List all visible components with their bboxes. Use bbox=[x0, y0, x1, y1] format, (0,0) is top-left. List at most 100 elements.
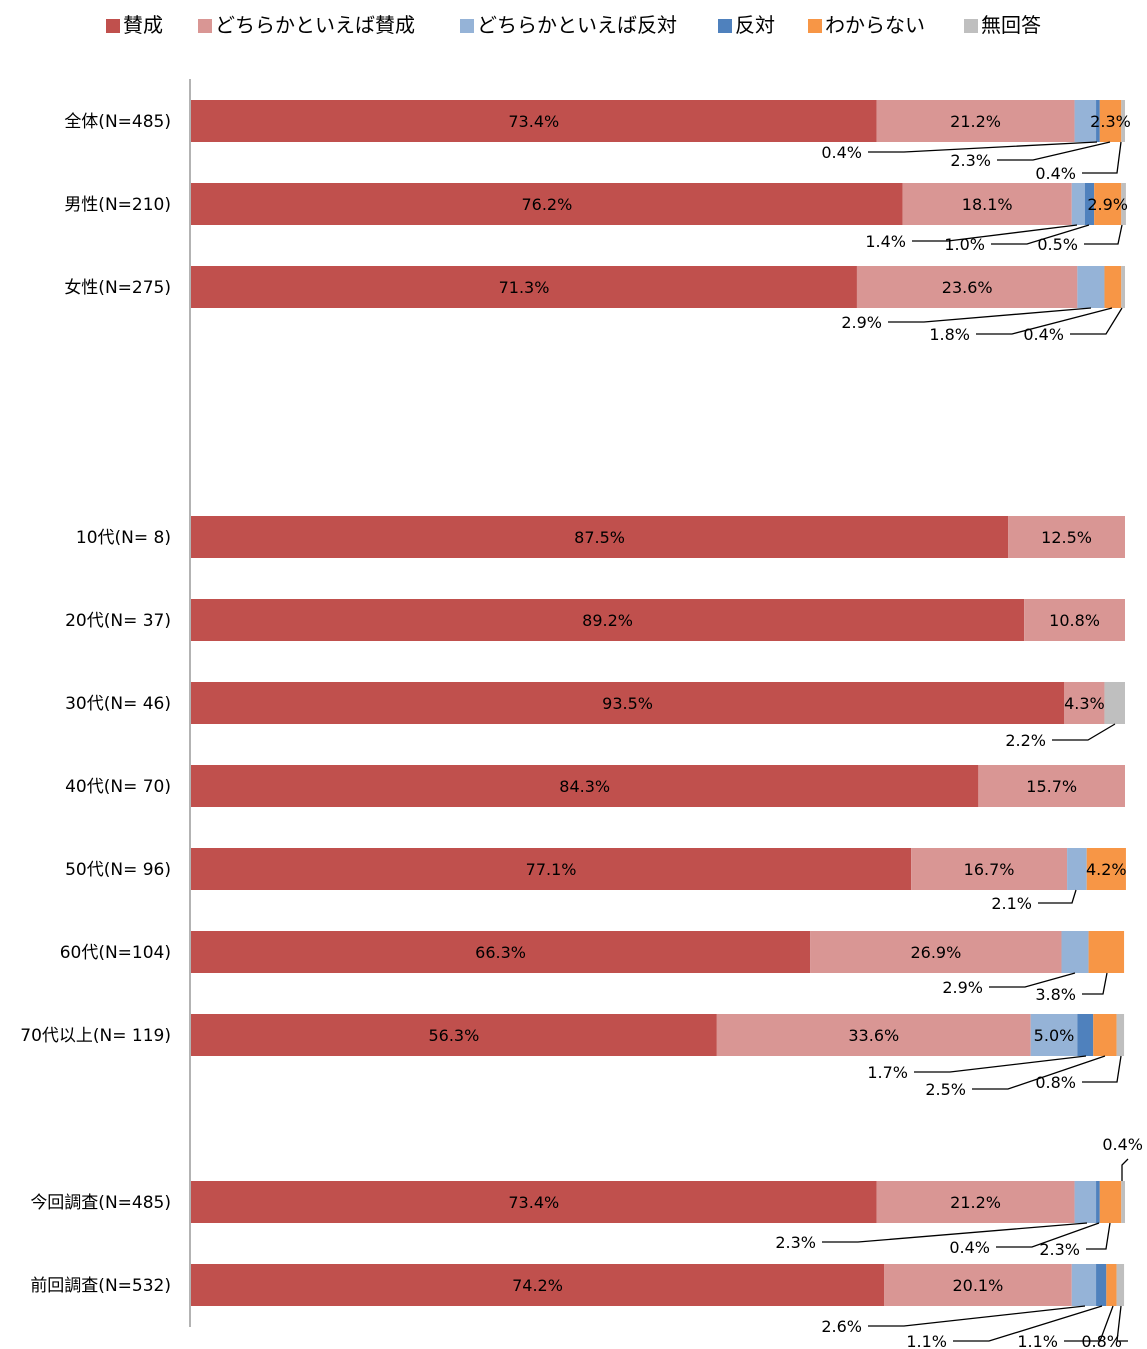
bar-segment bbox=[876, 1181, 1075, 1223]
data-label: 1.4% bbox=[865, 232, 906, 251]
bar-segment bbox=[191, 266, 857, 308]
bar-segment bbox=[1084, 183, 1095, 225]
leader-line bbox=[1070, 307, 1123, 335]
plot-area bbox=[191, 100, 1126, 1306]
bar-segment bbox=[1086, 848, 1126, 890]
leader-line bbox=[997, 141, 1111, 161]
data-label: 56.3% bbox=[428, 1026, 479, 1045]
bar-segment bbox=[716, 1014, 1031, 1056]
data-label: 16.7% bbox=[964, 860, 1015, 879]
leader-line bbox=[868, 1305, 1086, 1327]
bar-segment bbox=[191, 682, 1065, 724]
data-label: 3.8% bbox=[1035, 985, 1076, 1004]
data-label: 0.4% bbox=[1035, 164, 1076, 183]
data-label: 2.3% bbox=[1039, 1240, 1080, 1259]
legend: 賛成 どちらかといえば賛成 どちらかといえば反対 反対 わからない 無回答 bbox=[106, 13, 1041, 37]
legend-swatch bbox=[718, 19, 732, 33]
category-label: 20代(N= 37) bbox=[65, 611, 171, 631]
bar-segment bbox=[191, 183, 903, 225]
data-label: 84.3% bbox=[559, 777, 610, 796]
data-label: 2.2% bbox=[1005, 731, 1046, 750]
data-label: 74.2% bbox=[512, 1276, 563, 1295]
data-label: 73.4% bbox=[508, 112, 559, 131]
data-label: 0.5% bbox=[1037, 235, 1078, 254]
data-label: 87.5% bbox=[574, 528, 625, 547]
leader-line bbox=[989, 972, 1076, 988]
data-label: 2.5% bbox=[925, 1080, 966, 1099]
leader-line bbox=[912, 224, 1078, 242]
bar-segment bbox=[1093, 1014, 1117, 1056]
legend-label: どちらかといえば反対 bbox=[477, 13, 677, 37]
data-label: 2.6% bbox=[821, 1317, 862, 1336]
bar-segment bbox=[191, 1264, 885, 1306]
category-label: 40代(N= 70) bbox=[65, 777, 171, 797]
bar-segment bbox=[1077, 1014, 1094, 1056]
legend-label: 賛成 bbox=[123, 13, 163, 37]
legend-swatch bbox=[964, 19, 978, 33]
bar-segment bbox=[191, 516, 1009, 558]
bar-segment bbox=[1096, 1264, 1107, 1306]
category-label: 60代(N=104) bbox=[60, 943, 171, 963]
data-label: 2.1% bbox=[991, 894, 1032, 913]
leader-line bbox=[1116, 1305, 1128, 1342]
data-label: 2.9% bbox=[841, 313, 882, 332]
leader-line bbox=[976, 307, 1113, 335]
leader-line bbox=[1052, 723, 1116, 741]
leader-line bbox=[868, 141, 1098, 153]
leader-line bbox=[1082, 1055, 1122, 1083]
leader-line bbox=[888, 307, 1092, 323]
leader-line bbox=[953, 1305, 1103, 1342]
data-label: 4.2% bbox=[1086, 860, 1127, 879]
bar-segment bbox=[1008, 516, 1125, 558]
bar-segment bbox=[191, 1181, 877, 1223]
bar-segment bbox=[1106, 1264, 1117, 1306]
data-label: 66.3% bbox=[475, 943, 526, 962]
category-label: 女性(N=275) bbox=[64, 278, 171, 298]
bar-segment bbox=[1071, 1264, 1097, 1306]
legend-swatch bbox=[106, 19, 120, 33]
data-label: 2.3% bbox=[775, 1233, 816, 1252]
data-label: 76.2% bbox=[521, 195, 572, 214]
bar-segment bbox=[1104, 266, 1122, 308]
category-label: 70代以上(N= 119) bbox=[20, 1026, 171, 1046]
bar-segment bbox=[1121, 183, 1126, 225]
data-label: 23.6% bbox=[942, 278, 993, 297]
leader-line bbox=[1038, 889, 1077, 904]
data-label: 2.9% bbox=[1087, 195, 1128, 214]
bar-segment bbox=[1121, 100, 1125, 142]
bar-segment bbox=[1074, 1181, 1097, 1223]
bar-segment bbox=[1030, 1014, 1078, 1056]
bar-segment bbox=[191, 599, 1025, 641]
bar-segment bbox=[1121, 266, 1125, 308]
data-label: 0.4% bbox=[1023, 325, 1064, 344]
data-label: 2.3% bbox=[950, 151, 991, 170]
legend-swatch bbox=[808, 19, 822, 33]
leader-line bbox=[1086, 1222, 1111, 1250]
leader-line bbox=[914, 1055, 1087, 1073]
bar-segment bbox=[1024, 599, 1125, 641]
data-label: 1.8% bbox=[929, 325, 970, 344]
data-label: 1.7% bbox=[867, 1063, 908, 1082]
data-label: 1.0% bbox=[944, 235, 985, 254]
bar-segment bbox=[191, 1014, 717, 1056]
bar-segment bbox=[1096, 1181, 1100, 1223]
category-label: 前回調査(N=532) bbox=[30, 1276, 171, 1296]
bar-segment bbox=[191, 848, 912, 890]
category-label: 10代(N= 8) bbox=[76, 528, 171, 548]
legend-label: どちらかといえば賛成 bbox=[215, 13, 415, 37]
data-label: 10.8% bbox=[1049, 611, 1100, 630]
leader-line bbox=[996, 1222, 1100, 1248]
data-label: 1.1% bbox=[1017, 1332, 1058, 1349]
bar-segment bbox=[1121, 1181, 1125, 1223]
data-label: 33.6% bbox=[848, 1026, 899, 1045]
bar-segment bbox=[1116, 1014, 1125, 1056]
category-label: 全体(N=485) bbox=[64, 112, 171, 132]
bar-segment bbox=[1074, 100, 1097, 142]
leader-line bbox=[1064, 1305, 1114, 1342]
leader-line bbox=[972, 1055, 1106, 1090]
bar-segment bbox=[1099, 1181, 1122, 1223]
bar-segment bbox=[978, 765, 1125, 807]
data-label: 18.1% bbox=[962, 195, 1013, 214]
data-label: 15.7% bbox=[1026, 777, 1077, 796]
